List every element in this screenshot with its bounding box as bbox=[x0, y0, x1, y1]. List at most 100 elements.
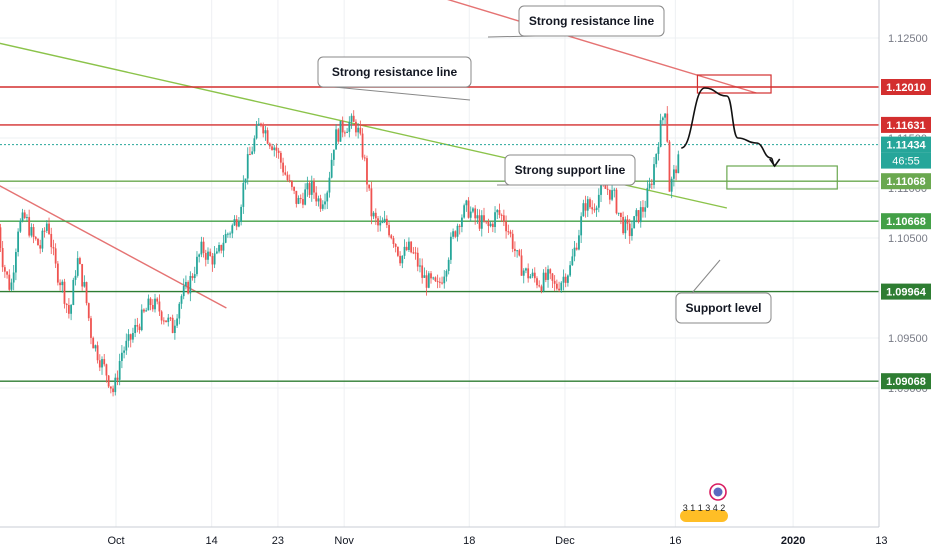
candle-body bbox=[284, 172, 287, 175]
candle-body bbox=[500, 214, 503, 216]
candle-body bbox=[253, 138, 256, 152]
callout[interactable]: Support level bbox=[675, 259, 772, 324]
candle-body bbox=[525, 268, 527, 271]
candle-body bbox=[246, 154, 249, 179]
candle-body bbox=[81, 264, 84, 287]
candle-body bbox=[249, 154, 251, 156]
candle-body bbox=[408, 241, 410, 250]
price-badge-bg bbox=[881, 173, 931, 190]
resistance-zone[interactable] bbox=[696, 74, 772, 94]
candle-body bbox=[657, 146, 660, 154]
candle-body bbox=[17, 231, 20, 253]
candle-body bbox=[297, 197, 300, 204]
trend-line-upper-resistance[interactable] bbox=[278, 0, 757, 94]
candle-body bbox=[65, 303, 68, 306]
callout-box bbox=[675, 292, 772, 324]
candle-body bbox=[79, 258, 81, 265]
candle-body bbox=[361, 133, 364, 158]
callout-pointer bbox=[487, 35, 536, 38]
candle-body bbox=[147, 298, 150, 311]
candle-body bbox=[622, 216, 625, 234]
candle-body bbox=[569, 265, 572, 276]
candle-body bbox=[238, 221, 240, 227]
candle-body bbox=[377, 218, 379, 226]
candle-body bbox=[666, 113, 669, 142]
candle-body bbox=[173, 325, 176, 333]
candle-body bbox=[536, 278, 538, 286]
candle-body bbox=[326, 192, 329, 202]
candle-body bbox=[580, 216, 583, 236]
candle-body bbox=[255, 125, 258, 139]
callout-box bbox=[518, 5, 665, 37]
price-badge-bg bbox=[881, 136, 931, 153]
candle-body bbox=[527, 268, 530, 279]
x-tick-label: Oct bbox=[107, 535, 124, 547]
candle-body bbox=[129, 334, 132, 340]
candle-body bbox=[575, 247, 578, 250]
candle-body bbox=[337, 129, 340, 142]
candle-body bbox=[132, 333, 134, 340]
price-badge-text: 1.09964 bbox=[886, 287, 927, 299]
candle-body bbox=[553, 280, 556, 284]
candle-body bbox=[379, 222, 382, 226]
candle-body bbox=[551, 273, 554, 281]
y-tick-label: 1.12500 bbox=[888, 33, 928, 45]
candle-body bbox=[653, 164, 655, 185]
candle-body bbox=[222, 242, 225, 251]
target-zone[interactable] bbox=[726, 165, 838, 190]
candle-body bbox=[595, 207, 598, 210]
callout[interactable]: Strong resistance line bbox=[487, 5, 665, 38]
event-marker-text: 3 1 1 3 4 2 bbox=[683, 503, 726, 513]
candle-body bbox=[613, 189, 616, 191]
callout[interactable]: Strong resistance line bbox=[317, 56, 472, 101]
candle-body bbox=[582, 203, 585, 217]
candle-body bbox=[399, 255, 401, 264]
candle-body bbox=[677, 154, 680, 174]
candle-body bbox=[538, 285, 541, 287]
candle-body bbox=[540, 286, 543, 292]
candle-body bbox=[295, 190, 298, 204]
candle-body bbox=[403, 246, 406, 256]
callout-text: Support level bbox=[685, 301, 761, 315]
candle-body bbox=[357, 127, 360, 133]
candle-body bbox=[414, 252, 417, 254]
candle-body bbox=[584, 203, 587, 211]
candle-body bbox=[615, 189, 618, 214]
candle-body bbox=[169, 317, 172, 319]
candle-body bbox=[514, 248, 516, 252]
candle-body bbox=[452, 231, 454, 237]
candle-body bbox=[105, 364, 108, 376]
projection-path[interactable] bbox=[680, 87, 776, 167]
candle-body bbox=[98, 360, 101, 368]
candle-body bbox=[116, 377, 119, 380]
price-axis: 1.125001.115001.110001.105001.095001.090… bbox=[881, 33, 931, 395]
candle-body bbox=[233, 219, 236, 226]
candle-body bbox=[352, 115, 355, 122]
candle-body bbox=[231, 225, 234, 234]
callout[interactable]: Strong support line bbox=[497, 154, 636, 186]
candle-body bbox=[220, 245, 223, 251]
candle-body bbox=[26, 217, 28, 219]
candle-body bbox=[520, 255, 523, 276]
candle-body bbox=[61, 281, 64, 286]
candle-body bbox=[171, 317, 174, 333]
price-badge: 1.11631 bbox=[881, 116, 931, 133]
candle-body bbox=[472, 208, 474, 212]
candle-body bbox=[432, 277, 435, 279]
y-tick-label: 1.09500 bbox=[888, 333, 928, 345]
price-badge: 1.10668 bbox=[881, 213, 931, 230]
candle-body bbox=[63, 281, 66, 304]
candle-body bbox=[165, 320, 167, 323]
candle-body bbox=[198, 254, 201, 257]
price-badge: 1.09964 bbox=[881, 283, 931, 300]
candle-body bbox=[401, 255, 404, 264]
candle-body bbox=[299, 197, 302, 200]
candle-body bbox=[260, 123, 262, 125]
candle-body bbox=[390, 235, 393, 239]
candle-body bbox=[235, 219, 238, 227]
candle-body bbox=[43, 230, 46, 232]
candle-body bbox=[670, 178, 673, 192]
candle-body bbox=[185, 281, 187, 287]
event-marker[interactable]: 3 1 1 3 4 2 bbox=[680, 483, 728, 522]
